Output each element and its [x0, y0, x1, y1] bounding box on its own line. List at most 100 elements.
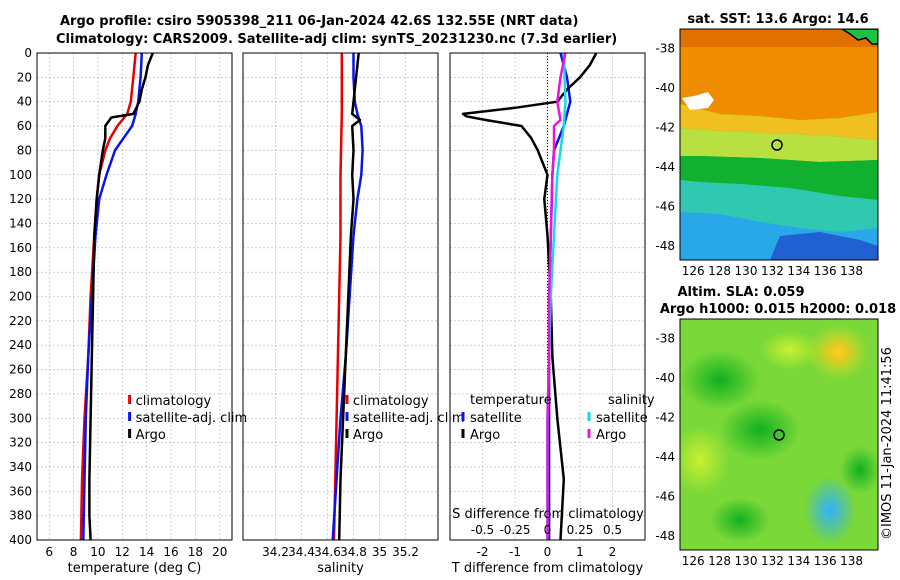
sst-band-green [680, 156, 878, 200]
salinity-frame [242, 52, 439, 541]
salinity-diff-tick-label: 0 [544, 523, 552, 537]
legend-salinity-header: salinity [608, 393, 655, 408]
difference-xtick-label: -1 [509, 545, 521, 559]
salinity-xtick-label: 34.8 [340, 545, 367, 559]
salinity-legend-label: Argo [353, 428, 383, 443]
map-lat-tick-label: -42 [655, 121, 675, 135]
sst-band-lime [680, 128, 878, 162]
sst-coastline [840, 29, 878, 45]
map-lat-tick-label: -48 [655, 529, 675, 543]
map-lat-tick-label: -46 [655, 490, 675, 504]
sla-low-4 [710, 498, 770, 542]
map-lon-tick-label: 126 [682, 554, 705, 568]
sst-map [680, 29, 878, 260]
salinity-xtick-label: 34.2 [262, 545, 289, 559]
map-lat-tick-label: -38 [655, 42, 675, 56]
depth-tick-label: 180 [9, 265, 32, 279]
map-lon-tick-label: 134 [787, 554, 810, 568]
depth-tick-label: 220 [9, 314, 32, 328]
sst-band-yellow [680, 104, 878, 140]
salinity-xlabel: salinity [317, 561, 364, 576]
temperature-xtick-label: 8 [70, 545, 78, 559]
depth-tick-label: 40 [17, 95, 32, 109]
temperature-legend-label: climatology [136, 394, 212, 409]
sla-high-yellow [806, 324, 870, 380]
depth-tick-label: 20 [17, 70, 32, 84]
temperature-xtick-label: 6 [45, 545, 53, 559]
temperature-xtick-label: 18 [188, 545, 203, 559]
depth-tick-label: 200 [9, 290, 32, 304]
difference-panel: -2 -1 0 1 2 T difference from climatology temp… [449, 52, 655, 576]
salinity-xtick-label: 34.4 [288, 545, 315, 559]
temperature-xtick-label: 12 [115, 545, 130, 559]
map-lon-tick-label: 134 [787, 264, 810, 278]
depth-tick-label: 400 [9, 533, 32, 547]
sst-argo-marker [771, 139, 783, 151]
map-lon-tick-label: 132 [761, 554, 784, 568]
sla-low-3 [840, 446, 878, 494]
map-lon-tick-label: 138 [840, 264, 863, 278]
sla-low-1 [680, 350, 760, 410]
difference-legend-label: Argo [596, 428, 626, 443]
map-lon-tick-label: 138 [840, 554, 863, 568]
difference-series-3 [546, 52, 567, 540]
salinity-xtick-label: 34.6 [314, 545, 341, 559]
depth-tick-label: 0 [24, 46, 32, 60]
difference-legend-label: Argo [470, 428, 500, 443]
legend-temperature-header: temperature [470, 393, 552, 408]
depth-tick-label: 280 [9, 387, 32, 401]
sst-band-warm1 [680, 29, 878, 47]
temperature-series-2 [88, 52, 154, 541]
difference-xtick-label: 1 [576, 545, 584, 559]
salinity-legend-label: climatology [353, 394, 429, 409]
map-lat-tick-label: -46 [655, 200, 675, 214]
depth-tick-label: 100 [9, 168, 32, 182]
sla-high-1 [760, 330, 820, 370]
map-lon-tick-label: 128 [708, 264, 731, 278]
depth-tick-label: 300 [9, 411, 32, 425]
salinity-panel: 34.2 34.4 34.6 34.8 35 35.2 salinity climatolog… [242, 52, 465, 576]
depth-tick-label: 240 [9, 338, 32, 352]
difference-xtick-label: -2 [477, 545, 489, 559]
sla-map-title: Altim. SLA: 0.059 [678, 285, 805, 300]
map-lon-tick-label: 130 [735, 264, 758, 278]
map-lat-tick-label: -40 [655, 81, 675, 95]
salinity-legend-label: satellite-adj. clim [353, 411, 465, 426]
difference-xtick-label: 0 [544, 545, 552, 559]
map-lat-tick-label: -42 [655, 411, 675, 425]
temperature-xtick-label: 16 [163, 545, 178, 559]
sst-missing-data [682, 92, 714, 110]
difference-frame [449, 52, 646, 541]
salinity-series-0 [332, 53, 344, 541]
salinity-series-1 [331, 53, 364, 541]
depth-tick-label: 80 [17, 143, 32, 157]
sst-band-warm2 [680, 47, 878, 120]
map-lat-tick-label: -44 [655, 160, 675, 174]
sla-low-2 [720, 400, 800, 460]
figure-title-line1: Argo profile: csiro 5905398_211 06-Jan-2… [60, 14, 579, 29]
sla-low-cyan [804, 476, 856, 544]
depth-tick-label: 120 [9, 192, 32, 206]
depth-tick-label: 360 [9, 484, 32, 498]
depth-tick-label: 60 [17, 119, 32, 133]
salinity-diff-tick-label: 0.5 [603, 523, 622, 537]
depth-tick-label: 160 [9, 241, 32, 255]
map-lon-tick-label: 128 [708, 554, 731, 568]
sst-band-blue [770, 232, 878, 260]
salinity-diff-tick-label: -0.25 [499, 523, 530, 537]
map-lon-tick-label: 136 [814, 264, 837, 278]
sst-map-frame [679, 28, 879, 261]
sla-map-subtitle: Argo h1000: 0.015 h2000: 0.018 [660, 302, 896, 317]
map-lat-tick-label: -38 [655, 332, 675, 346]
temperature-legend-label: satellite-adj. clim [136, 411, 248, 426]
map-lon-tick-label: 126 [682, 264, 705, 278]
sla-high-2 [680, 425, 730, 495]
depth-tick-label: 140 [9, 216, 32, 230]
salinity-series-2 [337, 52, 362, 541]
depth-tick-label: 340 [9, 460, 32, 474]
temperature-xlabel: temperature (deg C) [68, 561, 202, 576]
temperature-xtick-label: 14 [139, 545, 154, 559]
map-lon-tick-label: 132 [761, 264, 784, 278]
